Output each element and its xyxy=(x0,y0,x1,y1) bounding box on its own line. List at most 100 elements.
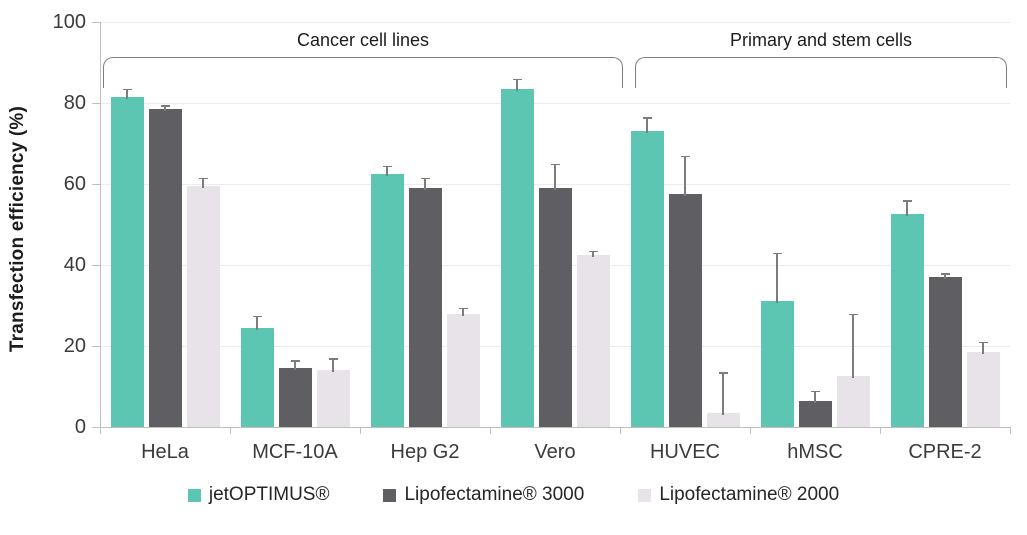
bar-s2-c5 xyxy=(836,376,870,427)
bar-s2-c3 xyxy=(576,254,610,427)
category-label-hela: HeLa xyxy=(141,441,189,463)
category-label-huvec: HUVEC xyxy=(649,441,720,463)
bar-s2-c0 xyxy=(186,186,220,427)
error-bar-stem-s1-c6 xyxy=(944,273,946,280)
category-label-hep-g2: Hep G2 xyxy=(390,441,460,463)
error-bar-stem-s0-c5 xyxy=(776,252,778,304)
bar-s0-c1 xyxy=(240,327,274,427)
bar-s0-c4 xyxy=(630,131,664,427)
category-label-cpre-2: CPRE-2 xyxy=(908,441,982,463)
error-bar-stem-s1-c2 xyxy=(424,177,426,191)
category-label-vero: Vero xyxy=(534,441,576,463)
x-axis-tick-1 xyxy=(230,427,231,434)
error-bar-cap-s0-c3 xyxy=(512,78,522,81)
error-bar-stem-s1-c5 xyxy=(814,390,816,403)
error-bar-cap-s2-c0 xyxy=(198,177,208,180)
bar-s1-c0 xyxy=(148,109,182,427)
error-bar-stem-s2-c1 xyxy=(332,358,334,373)
error-bar-cap-s2-c6 xyxy=(978,341,988,344)
error-bar-stem-s1-c4 xyxy=(684,155,686,197)
x-axis-tick-2 xyxy=(360,427,361,434)
error-bar-stem-s2-c2 xyxy=(462,307,464,316)
y-tick-label-80: 80 xyxy=(63,92,86,114)
error-bar-stem-s0-c1 xyxy=(256,315,258,330)
error-bar-stem-s2-c3 xyxy=(592,250,594,257)
legend-swatch-icon xyxy=(383,488,397,502)
x-axis-tick-0 xyxy=(100,427,101,434)
y-tick-label-40: 40 xyxy=(63,254,86,276)
y-axis-tick-40 xyxy=(92,264,100,266)
y-axis-line xyxy=(100,22,101,427)
bar-s2-c1 xyxy=(316,370,350,427)
error-bar-cap-s2-c5 xyxy=(848,313,858,316)
error-bar-stem-s1-c1 xyxy=(294,360,296,371)
legend-item-0: jetOPTIMUS® xyxy=(187,484,330,506)
x-axis-tick-7 xyxy=(1010,427,1011,434)
error-bar-cap-s1-c3 xyxy=(550,163,560,166)
bar-s2-c6 xyxy=(966,352,1000,427)
y-axis-tick-80 xyxy=(92,102,100,104)
error-bar-cap-s2-c3 xyxy=(588,250,598,253)
error-bar-stem-s1-c3 xyxy=(554,163,556,191)
error-bar-cap-s0-c4 xyxy=(642,117,652,119)
error-bar-stem-s0-c3 xyxy=(516,78,518,91)
bar-s0-c3 xyxy=(500,88,534,427)
error-bar-cap-s1-c6 xyxy=(940,273,950,275)
legend-item-2: Lipofectamine® 2000 xyxy=(638,484,839,506)
error-bar-cap-s0-c6 xyxy=(902,200,912,202)
error-bar-cap-s0-c2 xyxy=(382,165,392,168)
x-axis-tick-3 xyxy=(490,427,491,434)
error-bar-stem-s2-c0 xyxy=(202,177,204,189)
error-bar-stem-s2-c6 xyxy=(982,341,984,355)
category-label-hmsc: hMSC xyxy=(787,441,843,463)
error-bar-cap-s0-c0 xyxy=(122,88,132,91)
bar-s0-c0 xyxy=(110,96,144,427)
error-bar-stem-s0-c2 xyxy=(386,165,388,176)
bar-s0-c6 xyxy=(890,214,924,427)
x-axis-line xyxy=(100,427,1011,428)
error-bar-stem-s1-c0 xyxy=(164,105,166,112)
y-axis-tick-20 xyxy=(92,345,100,347)
error-bar-cap-s1-c4 xyxy=(680,155,690,158)
y-axis-tick-60 xyxy=(92,183,100,185)
y-axis-tick-0 xyxy=(92,426,100,428)
bar-s1-c5 xyxy=(798,400,832,427)
bar-s0-c2 xyxy=(370,173,404,427)
error-bar-stem-s0-c0 xyxy=(126,88,128,99)
legend-swatch-icon xyxy=(638,488,652,502)
bar-s0-c5 xyxy=(760,301,794,427)
error-bar-stem-s2-c5 xyxy=(852,313,854,379)
error-bar-cap-s2-c1 xyxy=(328,358,338,360)
x-axis-tick-4 xyxy=(620,427,621,434)
bar-s1-c1 xyxy=(278,368,312,427)
error-bar-cap-s2-c4 xyxy=(718,372,728,374)
bracket-label-1: Primary and stem cells xyxy=(729,30,913,50)
gridline-100 xyxy=(100,21,1010,23)
legend-item-1: Lipofectamine® 3000 xyxy=(383,484,584,506)
error-bar-cap-s1-c1 xyxy=(290,360,300,362)
x-axis-tick-5 xyxy=(750,427,751,434)
gridline-80 xyxy=(100,102,1010,104)
y-axis-tick-100 xyxy=(92,21,100,23)
bar-s1-c4 xyxy=(668,194,702,427)
bracket-0 xyxy=(103,57,623,88)
y-tick-label-60: 60 xyxy=(63,173,86,195)
error-bar-stem-s0-c4 xyxy=(646,117,648,134)
legend-label-2: Lipofectamine® 2000 xyxy=(659,484,840,505)
error-bar-cap-s1-c5 xyxy=(810,390,820,393)
error-bar-cap-s1-c2 xyxy=(420,177,430,180)
error-bar-cap-s0-c5 xyxy=(772,252,782,255)
legend-swatch-icon xyxy=(187,488,201,502)
y-tick-label-20: 20 xyxy=(63,335,86,357)
x-axis-tick-6 xyxy=(880,427,881,434)
error-bar-cap-s2-c2 xyxy=(458,307,468,310)
error-bar-stem-s2-c4 xyxy=(722,372,724,415)
bar-s1-c6 xyxy=(928,277,962,427)
legend-label-1: Lipofectamine® 3000 xyxy=(404,484,585,505)
legend-label-0: jetOPTIMUS® xyxy=(208,484,330,505)
bar-s2-c4 xyxy=(706,412,740,427)
bracket-label-0: Cancer cell lines xyxy=(296,30,430,50)
bracket-1 xyxy=(635,57,1007,88)
bar-s1-c3 xyxy=(538,188,572,427)
